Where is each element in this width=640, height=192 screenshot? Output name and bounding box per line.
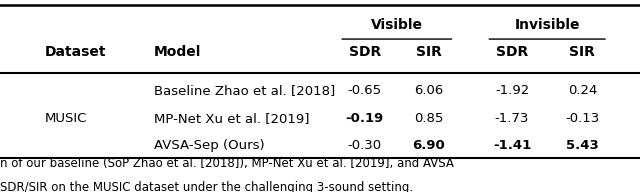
Text: 6.90: 6.90 [412,139,445,152]
Text: -1.92: -1.92 [495,84,529,97]
Text: SIR: SIR [570,45,595,59]
Text: SDR: SDR [496,45,528,59]
Text: n of our baseline (SoP Zhao et al. [2018]), MP-Net Xu et al. [2019], and AVSA: n of our baseline (SoP Zhao et al. [2018… [0,157,454,170]
Text: SDR: SDR [349,45,381,59]
Text: -0.30: -0.30 [348,139,382,152]
Text: -1.73: -1.73 [495,112,529,125]
Text: Baseline Zhao et al. [2018]: Baseline Zhao et al. [2018] [154,84,335,97]
Text: -1.41: -1.41 [493,139,531,152]
Text: MUSIC: MUSIC [45,112,87,125]
Text: AVSA-Sep (Ours): AVSA-Sep (Ours) [154,139,264,152]
Text: -0.65: -0.65 [348,84,382,97]
Text: 5.43: 5.43 [566,139,599,152]
Text: Model: Model [154,45,201,59]
Text: Visible: Visible [371,18,423,32]
Text: Dataset: Dataset [45,45,106,59]
Text: Invisible: Invisible [515,18,580,32]
Text: -0.13: -0.13 [565,112,600,125]
Text: MP-Net Xu et al. [2019]: MP-Net Xu et al. [2019] [154,112,309,125]
Text: 6.06: 6.06 [414,84,444,97]
Text: 0.24: 0.24 [568,84,597,97]
Text: -0.19: -0.19 [346,112,384,125]
Text: 0.85: 0.85 [414,112,444,125]
Text: SDR/SIR on the MUSIC dataset under the challenging 3-sound setting.: SDR/SIR on the MUSIC dataset under the c… [0,181,413,192]
Text: SIR: SIR [416,45,442,59]
